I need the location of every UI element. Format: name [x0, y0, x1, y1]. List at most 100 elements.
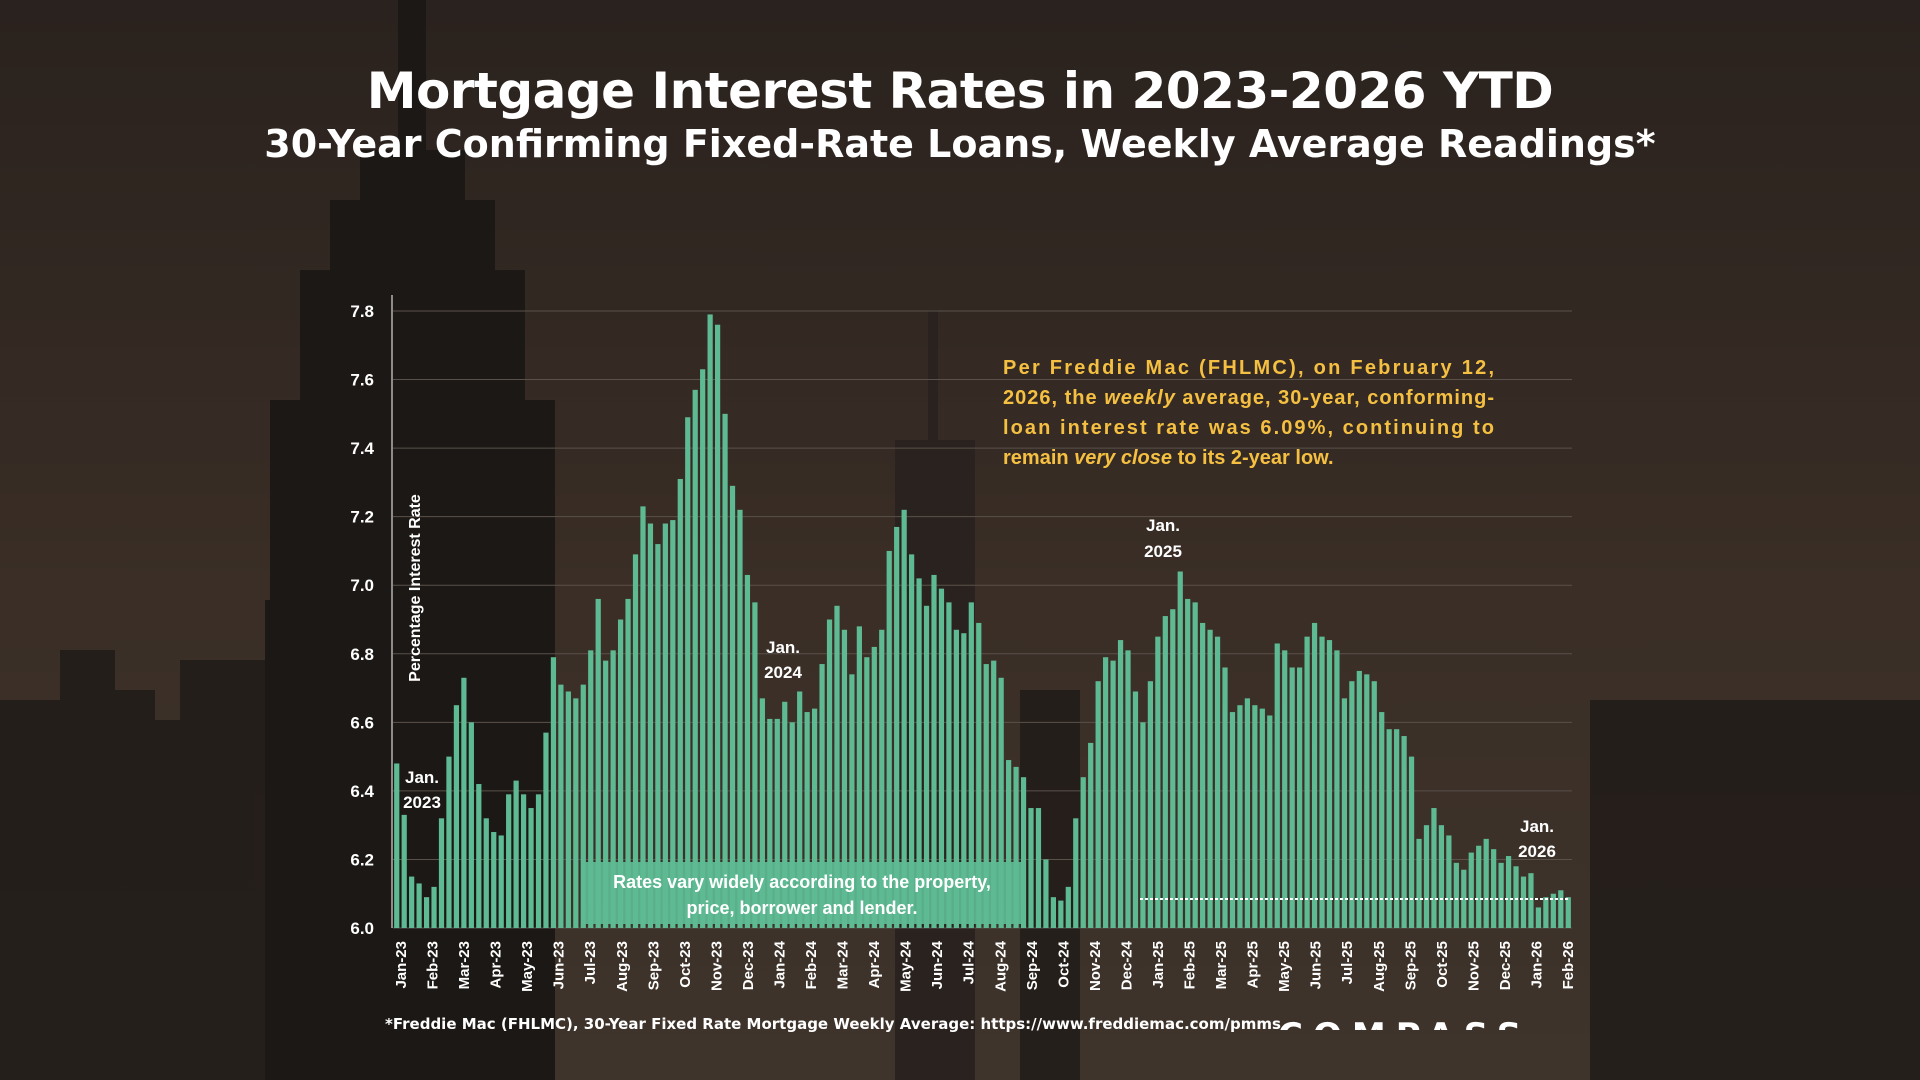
bar — [1020, 777, 1027, 928]
bar — [1401, 736, 1407, 928]
bar — [1311, 622, 1318, 928]
x-tick-label: Apr-23 — [488, 941, 505, 989]
bar — [625, 598, 631, 928]
annotation-jan-2024: Jan. 2024 — [764, 638, 802, 682]
x-tick-label: Sep-25 — [1402, 941, 1419, 990]
bar — [685, 417, 691, 928]
x-tick-label: Jan-23 — [393, 941, 410, 989]
x-tick-label: Feb-23 — [425, 941, 442, 989]
bar — [1088, 742, 1094, 928]
rates-vary-line-1: Rates vary widely according to the prope… — [613, 872, 991, 892]
x-tick-label: Feb-24 — [803, 940, 820, 989]
bar — [1222, 667, 1228, 928]
x-tick-label: Aug-24 — [992, 940, 1009, 991]
bar — [692, 389, 698, 929]
bar — [1386, 729, 1392, 928]
x-tick-label: Apr-25 — [1245, 941, 1262, 989]
note-line-2a: 2026, the — [1003, 387, 1103, 409]
rates-vary-box — [582, 862, 1022, 924]
bar — [647, 523, 654, 928]
bar — [1259, 708, 1265, 928]
x-tick-label: Jun-23 — [551, 941, 568, 989]
x-tick-label: Dec-25 — [1497, 941, 1514, 990]
bar — [998, 677, 1004, 928]
bar — [811, 708, 818, 928]
bar — [1468, 852, 1474, 928]
bar — [394, 763, 400, 928]
bar — [1006, 760, 1012, 928]
y-axis: 6.0 6.2 6.4 6.6 6.8 7.0 7.2 7.4 7.6 7.8 — [350, 295, 393, 938]
bar — [1408, 756, 1415, 928]
bar — [953, 629, 959, 928]
bars — [394, 314, 1571, 929]
bar — [826, 619, 833, 928]
bar — [976, 622, 982, 928]
bar — [1244, 698, 1251, 928]
bar — [849, 674, 855, 928]
bar — [1140, 722, 1146, 928]
annotation-jan-2024-line2: 2024 — [764, 663, 802, 682]
x-tick-label: Mar-23 — [456, 941, 473, 989]
bar — [789, 722, 795, 928]
bar — [722, 413, 728, 929]
source-footnote: *Freddie Mac (FHLMC), 30-Year Fixed Rate… — [385, 1015, 1281, 1033]
bar — [1125, 650, 1131, 928]
y-tick-label: 6.8 — [350, 645, 374, 664]
bar — [1103, 657, 1109, 928]
bar — [1028, 808, 1034, 928]
bar — [1334, 650, 1340, 928]
bar — [1185, 598, 1191, 928]
bar — [1304, 636, 1310, 928]
bar — [1095, 681, 1101, 928]
bar — [1289, 667, 1295, 928]
bar — [1453, 862, 1459, 928]
x-tick-label: Nov-24 — [1087, 940, 1104, 991]
annotation-jan-2023: Jan. 2023 — [403, 768, 441, 812]
bar — [1297, 667, 1303, 928]
bar — [1431, 808, 1437, 928]
y-tick-label: 6.0 — [350, 919, 374, 938]
y-tick-label: 6.6 — [350, 713, 374, 732]
x-tick-label: Nov-25 — [1465, 941, 1482, 991]
bar — [1416, 838, 1422, 928]
bar — [1252, 705, 1258, 928]
bar — [498, 835, 504, 928]
bar — [1520, 876, 1527, 928]
x-tick-label: Oct-25 — [1434, 941, 1451, 988]
bar — [1349, 681, 1355, 928]
bar — [1013, 766, 1019, 928]
bar — [1364, 674, 1370, 928]
bar — [1461, 869, 1467, 928]
bar — [1132, 691, 1139, 928]
bar — [573, 698, 579, 928]
y-tick-label: 6.4 — [350, 782, 374, 801]
bar — [483, 818, 489, 928]
x-tick-label: May-23 — [519, 941, 536, 992]
bar — [1035, 808, 1042, 928]
bar — [528, 808, 534, 928]
bar — [1326, 640, 1333, 928]
bar — [438, 818, 445, 928]
bar — [1177, 571, 1183, 928]
bar — [991, 660, 997, 928]
x-tick-label: Jun-25 — [1308, 941, 1325, 989]
x-tick-label: Feb-26 — [1560, 941, 1577, 989]
annotation-jan-2025-line1: Jan. — [1146, 516, 1180, 535]
bar — [520, 794, 527, 928]
bar — [1058, 900, 1064, 928]
rates-vary-line-2: price, borrower and lender. — [686, 898, 917, 918]
bar — [1513, 866, 1519, 928]
annotation-jan-2026-line1: Jan. — [1520, 817, 1554, 836]
annotation-jan-2024-line1: Jan. — [766, 638, 800, 657]
bar — [1423, 825, 1430, 928]
bar — [670, 520, 676, 928]
bar — [535, 794, 542, 928]
bar — [662, 523, 668, 928]
x-tick-label: Jun-24 — [929, 940, 946, 989]
bar — [879, 629, 885, 928]
note-line-2: 2026, the weekly average, 30-year, confo… — [1003, 387, 1494, 409]
y-tick-label: 6.2 — [350, 850, 374, 869]
y-tick-label: 7.0 — [350, 576, 374, 595]
y-tick-label: 7.2 — [350, 508, 374, 527]
